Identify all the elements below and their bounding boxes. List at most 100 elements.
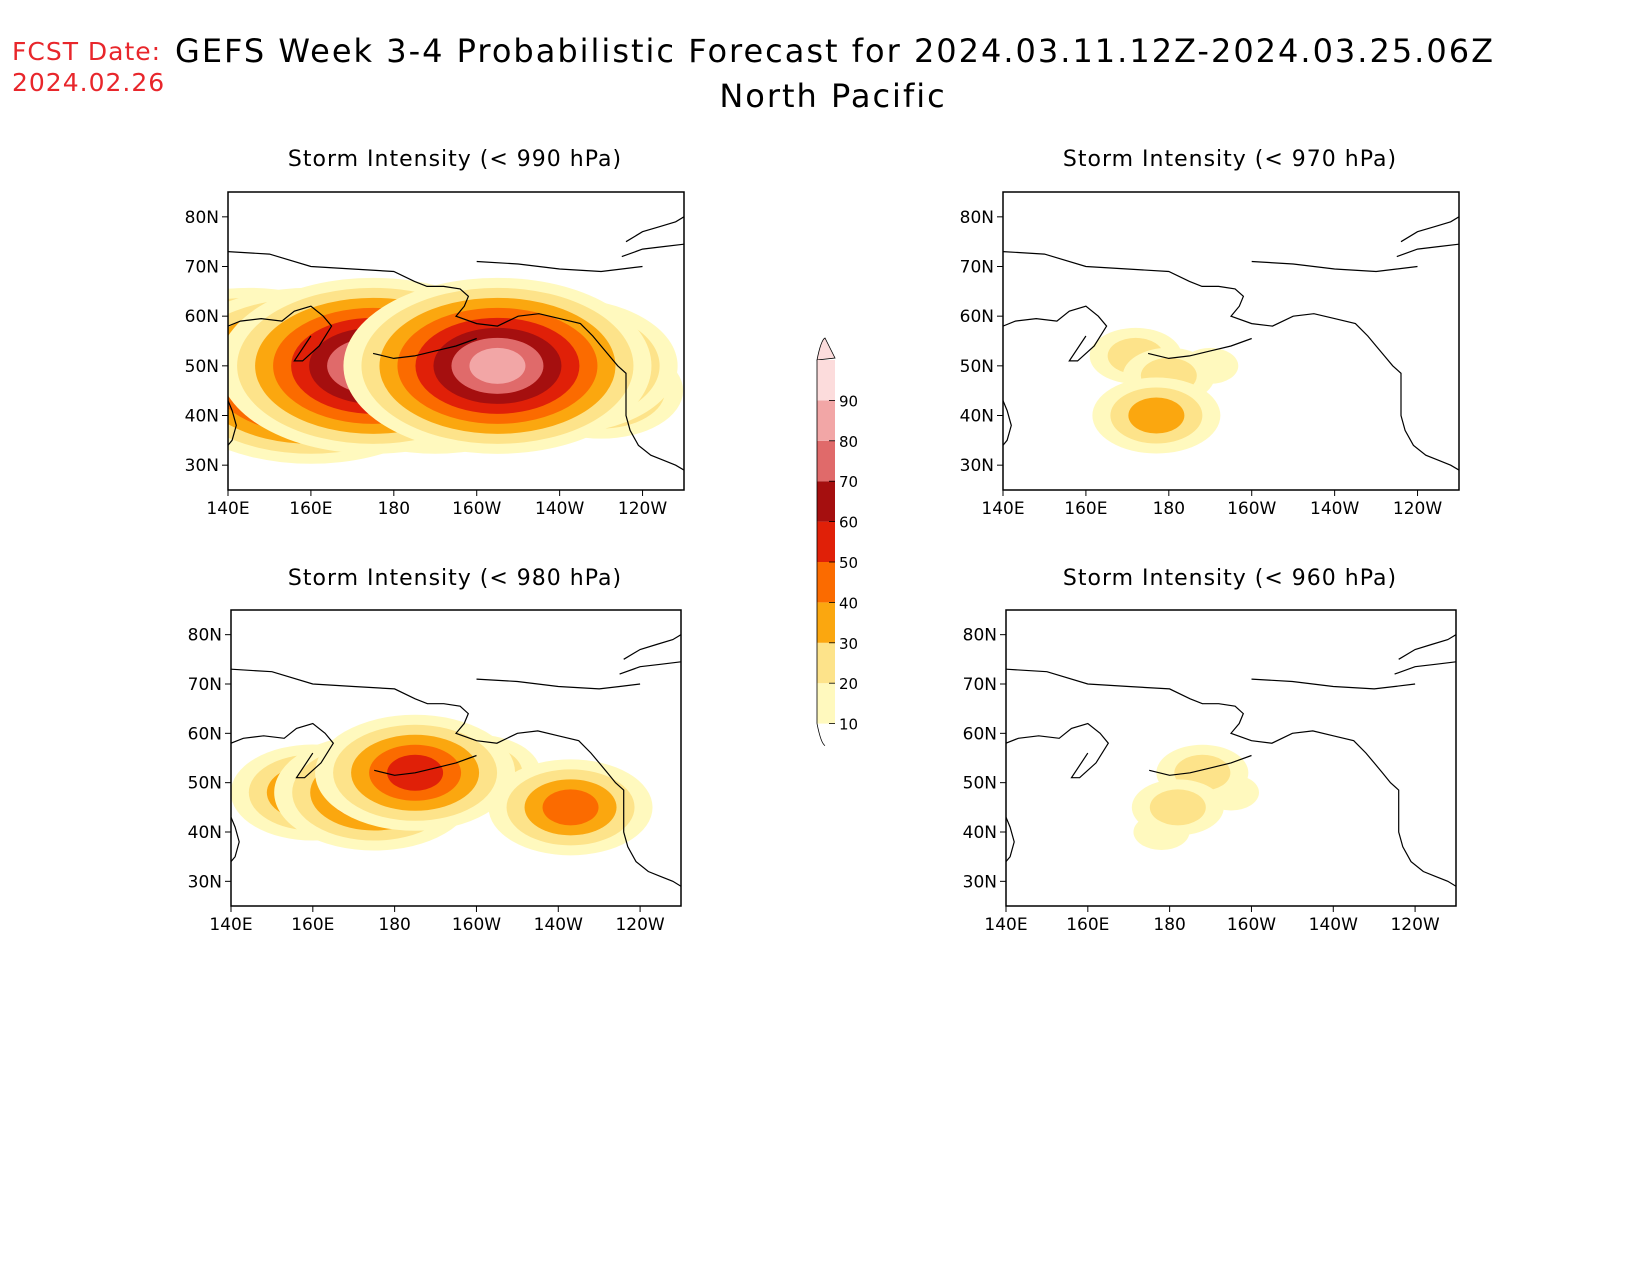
- lat-tick-label: 70N: [960, 258, 994, 278]
- map-panel-p960: Storm Intensity (< 960 hPa) 80N 70N 60N 50N 4…: [963, 566, 1457, 935]
- colorbar-swatch: [817, 360, 835, 401]
- coastline: [1003, 400, 1012, 446]
- lat-tick-label: 80N: [960, 208, 994, 228]
- colorbar-swatch: [817, 440, 835, 482]
- lat-tick-label: 50N: [960, 357, 994, 377]
- colorbar-label: 50: [839, 554, 858, 572]
- probability-cell: [469, 347, 526, 384]
- colorbar-swatch: [817, 521, 835, 562]
- lat-tick-label: 50N: [185, 357, 219, 377]
- lat-tick-label: 30N: [188, 872, 222, 892]
- probability-cell: [542, 789, 599, 826]
- lat-tick-label: 60N: [185, 307, 219, 327]
- coastline: [1400, 216, 1459, 243]
- coastline: [623, 634, 681, 660]
- lon-tick-label: 160W: [452, 499, 501, 519]
- coastline: [476, 260, 643, 273]
- lat-tick-label: 30N: [960, 456, 994, 476]
- coastline: [1006, 722, 1110, 779]
- coastline: [619, 661, 681, 675]
- lat-tick-label: 70N: [185, 258, 219, 278]
- lon-tick-label: 160W: [1227, 915, 1276, 935]
- lon-tick-label: 160E: [1064, 499, 1107, 519]
- coastline: [228, 305, 333, 362]
- lon-tick-label: 140E: [206, 499, 249, 519]
- colorbar-swatch: [817, 683, 835, 724]
- coastline: [1149, 754, 1252, 776]
- probability-cell: [1128, 397, 1185, 434]
- coastline: [1251, 678, 1416, 690]
- coastline: [476, 678, 641, 690]
- colorbar-label: 40: [839, 594, 858, 612]
- forecast-date-label: FCST Date: 2024.02.26: [12, 36, 165, 98]
- lon-tick-label: 180: [1153, 499, 1185, 519]
- lat-tick-label: 40N: [185, 407, 219, 427]
- lat-tick-label: 40N: [188, 823, 222, 843]
- lat-tick-label: 80N: [188, 626, 222, 646]
- coastline: [374, 754, 477, 776]
- probability-cell: [1149, 789, 1206, 826]
- lat-tick-label: 70N: [963, 675, 997, 695]
- lon-tick-label: 140W: [534, 915, 583, 935]
- lon-tick-label: 120W: [618, 499, 667, 519]
- colorbar-label: 60: [839, 514, 858, 532]
- lon-tick-label: 180: [378, 499, 410, 519]
- map-frame: [227, 191, 685, 491]
- coastline: [231, 722, 335, 779]
- coastline: [231, 816, 240, 862]
- colorbar-label: 80: [839, 433, 858, 451]
- map-frame: [1002, 191, 1460, 491]
- lon-tick-label: 140E: [981, 499, 1024, 519]
- lon-tick-label: 180: [378, 915, 410, 935]
- colorbar-label: 30: [839, 635, 858, 653]
- coastline: [372, 337, 477, 360]
- coastline: [625, 216, 684, 243]
- colorbar-bottom-cap: [816, 723, 826, 746]
- lon-tick-label: 120W: [1393, 499, 1442, 519]
- coastline: [231, 668, 681, 887]
- lon-tick-label: 140E: [209, 915, 252, 935]
- colorbar-swatch: [817, 562, 835, 603]
- lon-tick-label: 160W: [452, 915, 501, 935]
- panel-title: Storm Intensity (< 990 hPa): [288, 147, 622, 172]
- map-panel-p980: Storm Intensity (< 980 hPa) 80N 70N 60N 50N 4…: [188, 566, 682, 935]
- coastline: [1396, 243, 1459, 258]
- coastline: [1003, 305, 1108, 362]
- coastline: [1147, 337, 1252, 360]
- lat-tick-label: 40N: [960, 407, 994, 427]
- map-frame: [230, 609, 682, 907]
- map-panel-p990: Storm Intensity (< 990 hPa) 80N 70N 60N 50N 4…: [185, 147, 685, 519]
- colorbar-swatch: [817, 481, 835, 522]
- coastline: [228, 400, 237, 446]
- lat-tick-label: 30N: [185, 456, 219, 476]
- panel-title: Storm Intensity (< 980 hPa): [288, 566, 622, 591]
- coastline: [1006, 668, 1456, 887]
- colorbar-label: 20: [839, 675, 858, 693]
- lon-tick-label: 140E: [984, 915, 1027, 935]
- fcst-label: FCST Date:: [12, 37, 162, 66]
- lon-tick-label: 120W: [1390, 915, 1439, 935]
- lon-tick-label: 160E: [1066, 915, 1109, 935]
- lat-tick-label: 50N: [963, 774, 997, 794]
- lat-tick-label: 30N: [963, 872, 997, 892]
- map-panel-p970: Storm Intensity (< 970 hPa) 80N 70N 60N 50N 4…: [960, 147, 1460, 519]
- coastline: [1398, 634, 1456, 660]
- panel-title: Storm Intensity (< 960 hPa): [1063, 566, 1397, 591]
- map-frame: [1005, 609, 1457, 907]
- map-area: [1003, 216, 1459, 471]
- colorbar-label: 90: [839, 392, 858, 410]
- coastline: [1006, 816, 1015, 862]
- lon-tick-label: 140W: [1310, 499, 1359, 519]
- colorbar-swatch: [817, 602, 835, 643]
- colorbar-swatch: [817, 642, 835, 684]
- lat-tick-label: 60N: [963, 724, 997, 744]
- coastline: [1394, 661, 1456, 675]
- fcst-date: 2024.02.26: [12, 68, 166, 97]
- lat-tick-label: 70N: [188, 675, 222, 695]
- map-area: [231, 634, 681, 887]
- lat-tick-label: 80N: [185, 208, 219, 228]
- lon-tick-label: 120W: [615, 915, 664, 935]
- lon-tick-label: 140W: [1309, 915, 1358, 935]
- colorbar-top-cap: [816, 337, 836, 361]
